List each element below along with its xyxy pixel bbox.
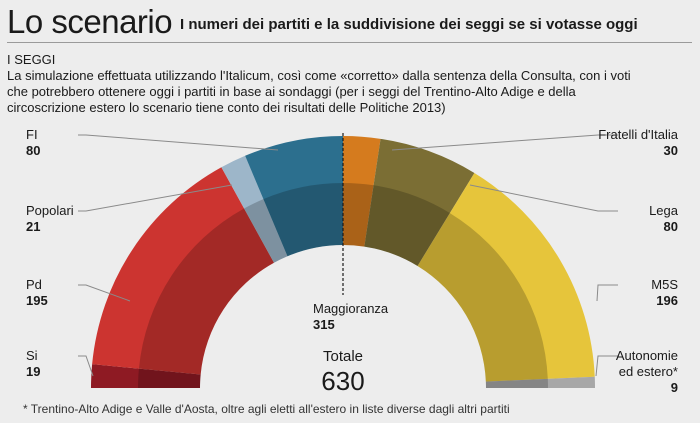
leader-fi [78, 134, 279, 151]
chart-description: La simulazione effettuata utilizzando l'… [7, 68, 631, 115]
slice-inner-lega [364, 185, 450, 266]
leader-lega [469, 184, 618, 212]
majority-value: 315 [313, 317, 335, 332]
slice-inner-pd [138, 208, 274, 375]
section-heading: I SEGGI [7, 52, 56, 67]
label-autonomie-ed-estero: ed estero* [619, 364, 678, 379]
value-m5s: 196 [656, 293, 678, 308]
footnote: * Trentino-Alto Adige e Valle d'Aosta, o… [23, 402, 510, 416]
label-fi: FI [26, 127, 38, 142]
label-pd: Pd [26, 277, 42, 292]
slice-inner-si [138, 368, 201, 388]
slice-inner-m5s [417, 213, 548, 382]
slice-inner-popolari [244, 199, 288, 263]
hemicycle-inner-shading [138, 183, 548, 388]
leader-pd [78, 284, 131, 302]
slice-inner-fratelli-d-italia [343, 183, 374, 247]
slice-inner-autonomie-ed-estero [485, 378, 548, 388]
slice-pd [92, 167, 274, 375]
label-autonomie-ed-estero: Autonomie [616, 348, 678, 363]
leader-si [78, 355, 94, 377]
page-subtitle: I numeri dei partiti e la suddivisione d… [180, 16, 638, 33]
title-divider [7, 42, 692, 43]
slice-si [91, 364, 201, 388]
slice-lega [364, 138, 475, 266]
slice-inner-fi [263, 183, 343, 257]
total-label: Totale [323, 348, 363, 365]
value-fi: 80 [26, 143, 40, 158]
slice-m5s [417, 172, 595, 382]
slice-fi [245, 136, 343, 257]
label-si: Si [26, 348, 38, 363]
value-pd: 195 [26, 293, 48, 308]
label-fratelli-d-italia: Fratelli d'Italia [598, 127, 679, 142]
value-popolari: 21 [26, 219, 40, 234]
majority-label: Maggioranza [313, 301, 389, 316]
leader-fratelli-d-italia [391, 134, 618, 151]
label-popolari: Popolari [26, 203, 74, 218]
leader-m5s [596, 284, 618, 302]
slice-fratelli-d-italia [343, 136, 381, 247]
label-leader-lines [78, 134, 618, 377]
label-m5s: M5S [651, 277, 678, 292]
page-title: Lo scenario [7, 3, 173, 40]
value-lega: 80 [664, 219, 678, 234]
label-lega: Lega [649, 203, 679, 218]
leader-popolari [78, 184, 233, 212]
hemicycle-slices [91, 136, 595, 388]
slice-autonomie-ed-estero [485, 376, 595, 388]
value-autonomie-ed-estero: 9 [671, 380, 678, 395]
leader-autonomie-ed-estero [595, 355, 618, 377]
slice-popolari [221, 155, 288, 263]
value-si: 19 [26, 364, 40, 379]
value-fratelli-d-italia: 30 [664, 143, 678, 158]
total-value: 630 [321, 366, 364, 396]
